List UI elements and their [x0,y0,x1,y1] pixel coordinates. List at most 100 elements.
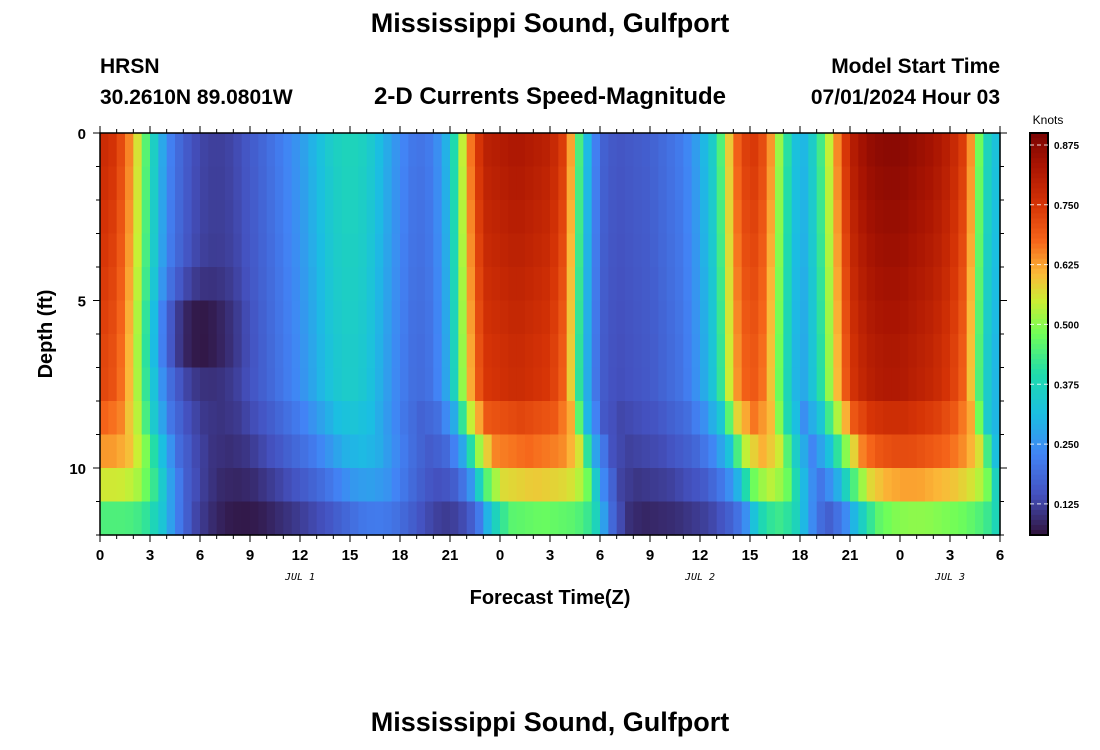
heatmap-cell [883,367,893,402]
heatmap-cell [158,300,168,335]
heatmap-cell [233,233,243,268]
heatmap-cell [500,267,509,302]
colorbar-swatch [1030,429,1048,436]
heatmap-cell [283,300,293,335]
heatmap-cell [941,468,951,503]
heatmap-cell [133,166,143,201]
heatmap-cell [283,267,293,302]
heatmap-cell [500,200,509,235]
colorbar-swatch [1030,163,1048,169]
heatmap-cell [950,334,959,369]
heatmap-cell [108,468,118,503]
heatmap-cell [158,334,168,369]
heatmap-cell [875,401,884,436]
heatmap-cell [958,468,968,503]
heatmap-cell [533,133,543,168]
heatmap-cell [433,468,443,503]
heatmap-cell [333,468,343,503]
heatmap-cell [350,233,359,268]
heatmap-cell [733,334,743,369]
heatmap-cell [316,200,326,235]
heatmap-cell [791,233,801,268]
heatmap-cell [783,434,793,469]
heatmap-cell [891,233,901,268]
heatmap-cell [450,166,459,201]
heatmap-cell [991,401,1001,436]
heatmap-cell [466,367,476,402]
heatmap-cell [975,367,984,402]
heatmap-cell [516,200,526,235]
heatmap-cell [325,133,334,168]
heatmap-cell [266,200,276,235]
heatmap-cell [950,133,959,168]
heatmap-cell [566,468,576,503]
heatmap-cell [233,434,243,469]
heatmap-cell [233,334,243,369]
heatmap-cell [166,401,176,436]
colorbar-tick-label: 0.375 [1054,380,1079,391]
heatmap-cell [800,233,809,268]
heatmap-cell [400,367,409,402]
heatmap-cell [491,166,501,201]
heatmap-cell [691,501,701,536]
heatmap-cell [133,501,143,536]
heatmap-cell [791,501,801,536]
heatmap-cell [483,367,493,402]
x-tick-label: 9 [646,547,654,564]
heatmap-cell [758,334,768,369]
heatmap-cell [266,133,276,168]
heatmap-cell [391,501,401,536]
heatmap-cell [991,300,1001,335]
heatmap-cell [566,501,576,536]
colorbar-swatch [1030,253,1048,260]
heatmap-cell [841,133,851,168]
heatmap-cell [975,468,984,503]
heatmap-cell [775,501,784,536]
y-axis-label: Depth (ft) [35,290,57,379]
heatmap-cell [500,133,509,168]
heatmap-cell [358,334,368,369]
heatmap-cell [316,233,326,268]
heatmap-cell [741,267,751,302]
colorbar-label: Knots [1033,113,1064,127]
heatmap-cell [400,267,409,302]
heatmap-cell [833,334,843,369]
heatmap-cell [783,166,793,201]
heatmap-cell [733,401,743,436]
heatmap-cell [366,267,376,302]
heatmap-cell [133,468,143,503]
heatmap-cell [791,166,801,201]
heatmap-cell [525,267,534,302]
heatmap-cell [216,166,226,201]
heatmap-cell [383,133,393,168]
heatmap-cell [175,267,184,302]
heatmap-cell [316,267,326,302]
colorbar-swatch [1030,529,1048,536]
heatmap-cell [641,334,651,369]
heatmap-cell [641,401,651,436]
heatmap-cell [758,367,768,402]
heatmap-cell [358,367,368,402]
colorbar-swatch [1030,183,1048,189]
heatmap-cell [150,133,159,168]
heatmap-cell [975,233,984,268]
heatmap-cell [500,300,509,335]
heatmap-cell [591,468,601,503]
heatmap-cell [775,434,784,469]
heatmap-cell [108,401,118,436]
heatmap-cell [783,133,793,168]
heatmap-cell [783,501,793,536]
heatmap-cell [783,300,793,335]
heatmap-cell [900,233,909,268]
heatmap-cell [825,468,834,503]
heatmap-cell [391,300,401,335]
heatmap-cell [250,434,259,469]
heatmap-cell [308,501,318,536]
heatmap-cell [483,267,493,302]
heatmap-cell [233,501,243,536]
heatmap-cell [800,334,809,369]
heatmap-cell [716,200,726,235]
heatmap-cell [208,334,218,369]
heatmap-cell [366,233,376,268]
heatmap-cell [350,501,359,536]
